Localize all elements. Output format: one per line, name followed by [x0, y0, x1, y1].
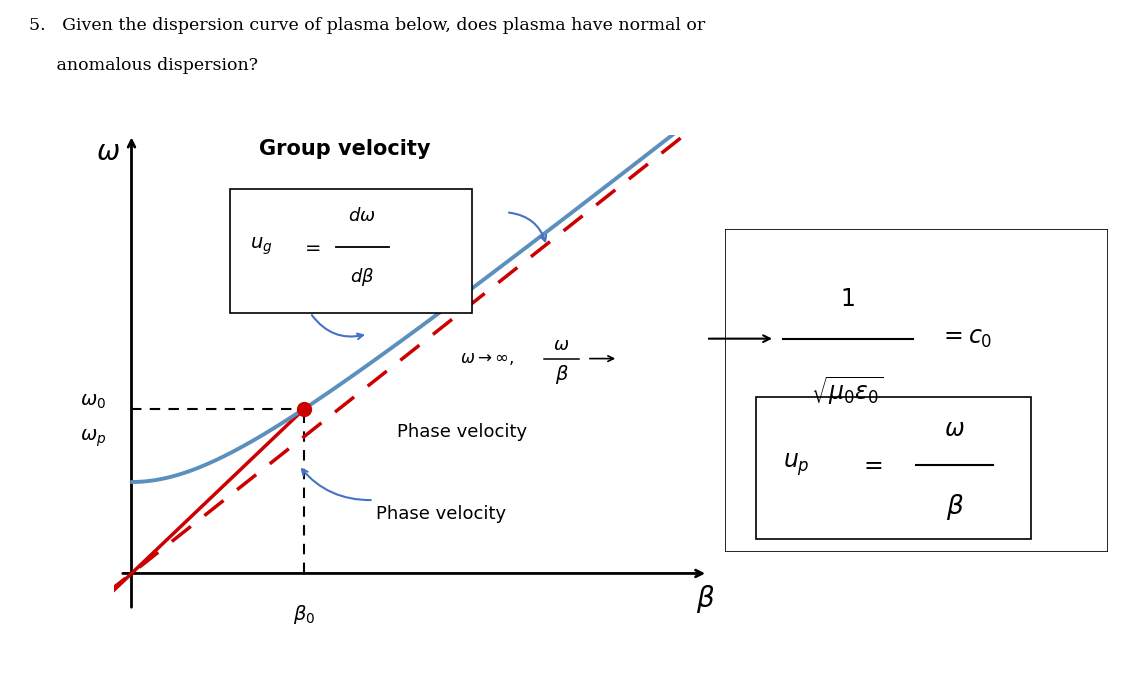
Text: $\sqrt{\mu_0\varepsilon_0}$: $\sqrt{\mu_0\varepsilon_0}$: [811, 374, 884, 406]
Text: $\beta$: $\beta$: [697, 583, 715, 615]
Text: $u_g$: $u_g$: [250, 236, 273, 257]
Text: $=$: $=$: [859, 453, 883, 476]
Text: $\omega_p$: $\omega_p$: [80, 427, 106, 449]
Text: $\omega$: $\omega$: [96, 139, 120, 166]
Text: $= c_0$: $= c_0$: [940, 327, 992, 350]
Bar: [756, 397, 1031, 539]
Text: $\beta_0$: $\beta_0$: [293, 603, 315, 626]
Text: $\omega_0$: $\omega_0$: [80, 393, 106, 411]
Text: $d\beta$: $d\beta$: [349, 266, 375, 288]
Text: Group velocity: Group velocity: [259, 139, 431, 160]
Text: $\omega$: $\omega$: [554, 336, 570, 354]
Text: Phase velocity: Phase velocity: [396, 423, 526, 441]
Text: $=$: $=$: [301, 238, 321, 256]
Text: Phase velocity: Phase velocity: [376, 505, 506, 523]
Text: $u_p$: $u_p$: [782, 452, 810, 478]
Text: $\omega$: $\omega$: [944, 418, 965, 441]
Text: 5.   Given the dispersion curve of plasma below, does plasma have normal or: 5. Given the dispersion curve of plasma …: [29, 17, 705, 34]
Text: $\beta$: $\beta$: [946, 492, 964, 522]
Text: anomalous dispersion?: anomalous dispersion?: [29, 57, 258, 74]
Text: $\beta$: $\beta$: [555, 363, 569, 386]
Text: $1$: $1$: [841, 289, 855, 312]
Text: $\omega \rightarrow \infty,$: $\omega \rightarrow \infty,$: [460, 350, 514, 367]
Text: $d\omega$: $d\omega$: [348, 207, 376, 225]
Bar: [230, 190, 472, 313]
